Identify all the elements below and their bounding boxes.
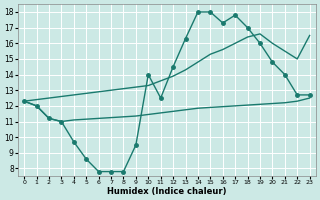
X-axis label: Humidex (Indice chaleur): Humidex (Indice chaleur)	[107, 187, 227, 196]
